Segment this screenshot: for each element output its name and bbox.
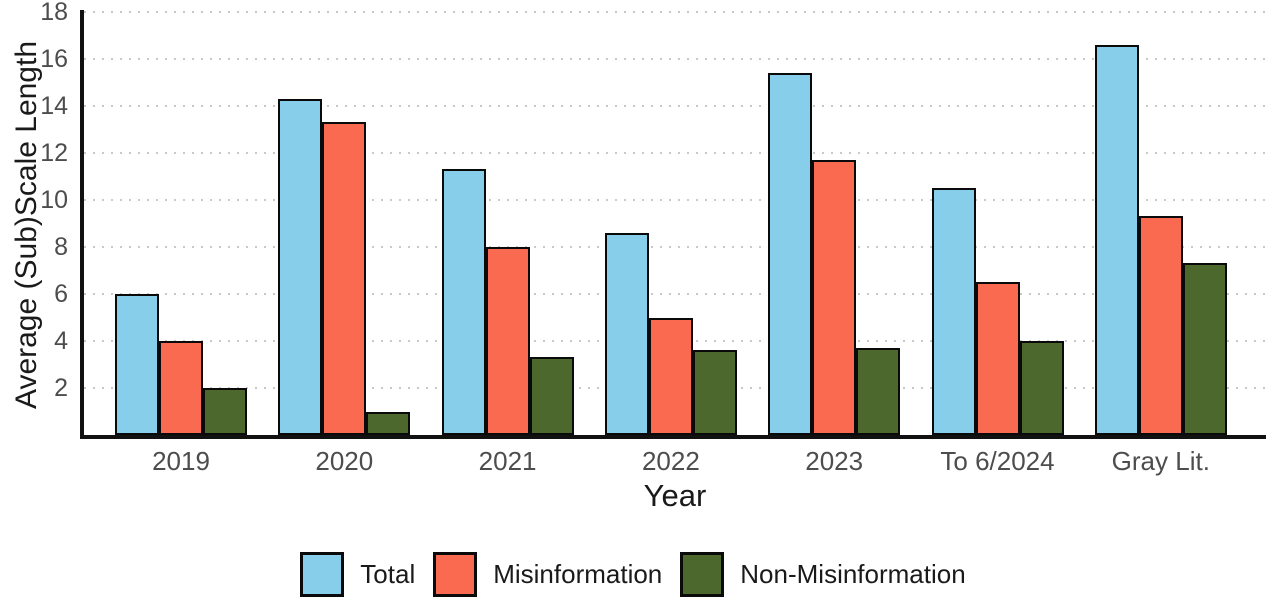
bar-total-2020 xyxy=(278,98,323,435)
y-tick-label-8: 8 xyxy=(54,233,68,261)
bar-total-2019 xyxy=(115,294,159,435)
gridline-y-10 xyxy=(84,199,1266,201)
gridline-y-16 xyxy=(84,58,1266,60)
bar-misinformation-2023 xyxy=(812,160,857,435)
legend-swatch-icon xyxy=(300,552,345,597)
legend: Total Misinformation Non-Misinformation xyxy=(0,552,1266,597)
y-tick-label-2: 2 xyxy=(54,374,68,402)
bar-misinformation-to-6-2024 xyxy=(975,282,1020,435)
bar-total-2021 xyxy=(441,169,486,435)
bar-misinformation-gray-lit- xyxy=(1138,216,1183,435)
bar-misinformation-2022 xyxy=(648,317,693,435)
gridline-y-6 xyxy=(84,293,1266,295)
legend-swatch-icon xyxy=(433,552,478,597)
x-tick-label-gray-lit-: Gray Lit. xyxy=(1111,446,1210,476)
bar-non-misinformation-to-6-2024 xyxy=(1019,341,1064,435)
bar-misinformation-2019 xyxy=(159,341,203,435)
legend-label: Total xyxy=(360,559,416,589)
x-tick-label-to-6-2024: To 6/2024 xyxy=(940,446,1055,476)
x-tick-label-2019: 2019 xyxy=(152,446,210,476)
legend-item-misinformation: Misinformation xyxy=(433,552,662,597)
gridline-y-8 xyxy=(84,246,1266,248)
x-axis-spine xyxy=(80,435,1266,439)
plot-area xyxy=(84,0,1266,435)
x-axis-title: Year xyxy=(643,478,707,513)
bar-total-2023 xyxy=(768,73,813,435)
y-axis-spine xyxy=(80,10,84,439)
y-tick-label-4: 4 xyxy=(54,327,68,355)
gridline-y-18 xyxy=(84,11,1266,13)
bar-non-misinformation-gray-lit- xyxy=(1182,263,1227,435)
x-tick-label-2020: 2020 xyxy=(315,446,374,476)
y-tick-label-12: 12 xyxy=(40,139,68,167)
legend-label: Non-Misinformation xyxy=(740,559,966,589)
bar-total-to-6-2024 xyxy=(931,188,976,435)
y-tick-label-10: 10 xyxy=(40,186,68,214)
x-tick-label-2022: 2022 xyxy=(641,446,700,476)
bar-total-gray-lit- xyxy=(1094,44,1139,435)
y-axis-title: Average (Sub)Scale Length xyxy=(10,40,43,410)
legend-item-non-misinformation: Non-Misinformation xyxy=(680,552,966,597)
bar-non-misinformation-2021 xyxy=(529,357,574,435)
bar-total-2022 xyxy=(604,232,649,435)
y-tick-label-14: 14 xyxy=(40,92,68,120)
y-tick-label-16: 16 xyxy=(40,45,68,73)
gridline-y-12 xyxy=(84,152,1266,154)
bar-non-misinformation-2019 xyxy=(203,388,247,435)
legend-label: Misinformation xyxy=(493,559,663,589)
legend-item-total: Total xyxy=(300,552,415,597)
bar-non-misinformation-2020 xyxy=(366,411,411,435)
bar-non-misinformation-2023 xyxy=(856,348,901,435)
bar-misinformation-2021 xyxy=(485,247,530,435)
x-tick-label-2023: 2023 xyxy=(805,446,864,476)
gridline-y-14 xyxy=(84,105,1266,107)
y-tick-label-6: 6 xyxy=(54,280,68,308)
legend-swatch-icon xyxy=(680,552,725,597)
x-tick-label-2021: 2021 xyxy=(478,446,537,476)
y-tick-label-18: 18 xyxy=(40,0,68,26)
bar-non-misinformation-2022 xyxy=(692,350,737,435)
bar-misinformation-2020 xyxy=(322,122,367,435)
